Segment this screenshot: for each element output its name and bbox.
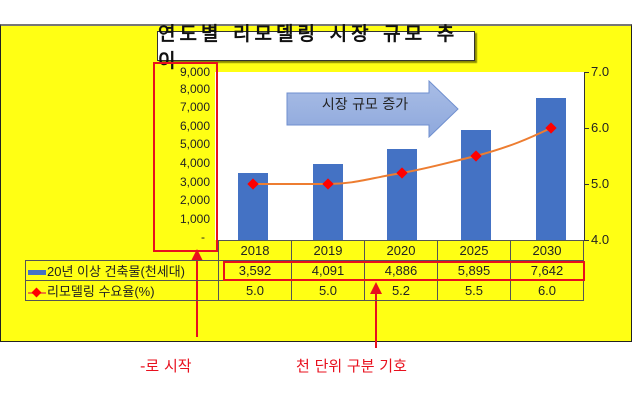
bar-2019 bbox=[313, 164, 343, 240]
legend-buildings: 20년 이상 건축물(천세대) bbox=[25, 260, 219, 281]
table-row-demand: 리모델링 수요율(%) 5.0 5.0 5.2 5.5 6.0 bbox=[25, 280, 584, 301]
right-axis-line bbox=[584, 72, 585, 241]
annotation-dash-start: -로 시작 bbox=[140, 357, 192, 375]
bar-2020 bbox=[387, 149, 417, 240]
annotation-thousand-separator: 천 단위 구분 기호 bbox=[296, 357, 407, 375]
left-axis-tick: 9,000 bbox=[179, 65, 210, 79]
table-cell: 5.2 bbox=[364, 280, 438, 301]
chart-title: 연도별 리모델링 시장 규모 추이 bbox=[157, 23, 475, 72]
bar-legend-icon bbox=[28, 270, 46, 276]
arrow-icon bbox=[286, 80, 459, 138]
year-header: 2025 bbox=[437, 240, 511, 261]
left-axis-tick: - bbox=[201, 230, 205, 244]
left-axis-tick: 5,000 bbox=[179, 137, 210, 151]
arrow-label: 시장 규모 증가 bbox=[321, 97, 409, 113]
right-axis-tick-mark bbox=[584, 184, 589, 185]
year-header: 2019 bbox=[291, 240, 365, 261]
bar-2025 bbox=[461, 130, 491, 240]
table-cell: 5.5 bbox=[437, 280, 511, 301]
legend-demand: 리모델링 수요율(%) bbox=[25, 280, 219, 301]
right-axis-tick: 7.0 bbox=[591, 64, 610, 79]
left-axis-tick: 8,000 bbox=[179, 82, 210, 96]
right-axis-tick-mark bbox=[584, 72, 589, 73]
highlight-values-row bbox=[223, 261, 585, 281]
right-axis-tick: 5.0 bbox=[591, 176, 610, 191]
right-axis-tick: 6.0 bbox=[591, 120, 610, 135]
year-header: 2020 bbox=[364, 240, 438, 261]
left-axis-tick: 7,000 bbox=[179, 100, 210, 114]
table-cell: 5.0 bbox=[218, 280, 292, 301]
line-legend-icon bbox=[28, 288, 46, 298]
year-header: 2018 bbox=[218, 240, 292, 261]
table-row-buildings: 20년 이상 건축물(천세대) 3,592 4,091 4,886 5,895 … bbox=[25, 260, 584, 281]
left-axis-tick: 3,000 bbox=[179, 175, 210, 189]
bar-2030 bbox=[536, 98, 566, 240]
right-axis-tick: 4.0 bbox=[591, 232, 610, 247]
table-cell: 6.0 bbox=[510, 280, 584, 301]
right-axis-tick-mark bbox=[584, 128, 589, 129]
left-axis-tick: 2,000 bbox=[179, 193, 210, 207]
left-axis-tick: 6,000 bbox=[179, 119, 210, 133]
year-header: 2030 bbox=[510, 240, 584, 261]
left-axis-tick: 4,000 bbox=[179, 156, 210, 170]
highlight-left-axis bbox=[153, 62, 218, 252]
data-table: 2018 2019 2020 2025 2030 20년 이상 건축물(천세대)… bbox=[25, 240, 584, 301]
left-axis-tick: 1,000 bbox=[179, 212, 210, 226]
table-cell: 5.0 bbox=[291, 280, 365, 301]
right-axis-tick-mark bbox=[584, 240, 589, 241]
